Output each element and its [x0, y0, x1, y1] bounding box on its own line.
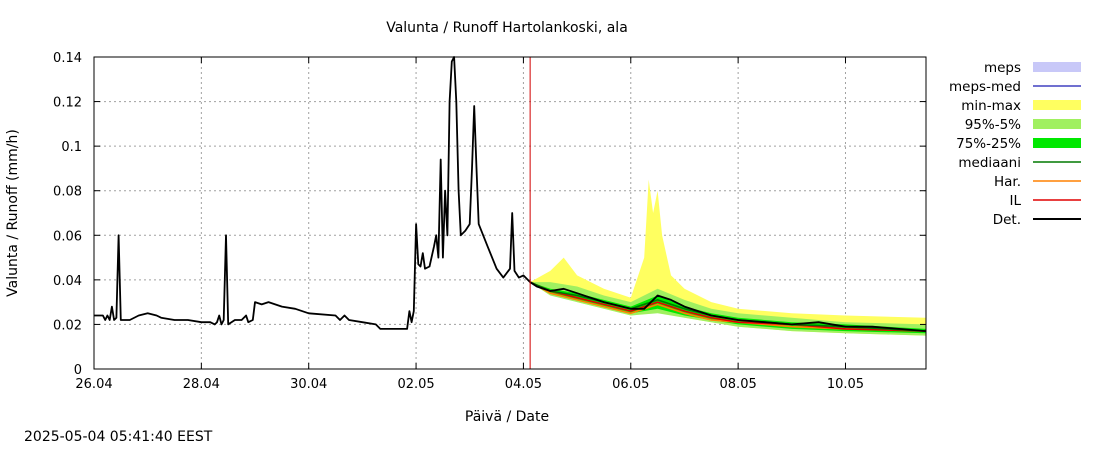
axis-ticks: 0 0.02 0.04 0.06 0.08 0.1 0.12 0.14 26.04 28.04 30… — [53, 51, 926, 392]
grid — [94, 57, 926, 369]
x-tick-label: 10.05 — [827, 377, 864, 392]
x-tick-label: 28.04 — [183, 377, 220, 392]
x-tick-label: 26.04 — [75, 377, 112, 392]
series-lines — [94, 56, 927, 332]
series-line-det — [94, 56, 927, 332]
legend-swatch — [1033, 138, 1081, 148]
legend-label: min-max — [961, 98, 1021, 114]
y-tick-label: 0.08 — [53, 185, 82, 200]
legend-swatch — [1033, 62, 1081, 72]
plot-frame — [93, 56, 927, 370]
legend-label: meps — [984, 60, 1021, 76]
x-tick-label: 02.05 — [397, 377, 434, 392]
legend-label: IL — [1009, 193, 1021, 209]
legend-swatch — [1033, 119, 1081, 129]
y-axis-label: Valunta / Runoff (mm/h) — [5, 129, 21, 297]
x-tick-label: 06.05 — [612, 377, 649, 392]
legend-label: Det. — [993, 212, 1021, 228]
band-95-5- — [530, 282, 926, 336]
legend: meps meps-med min-max 95%-5% 75%-25% mediaani… — [949, 60, 1081, 228]
series-line-har — [529, 281, 927, 332]
legend-label: 75%-25% — [956, 136, 1021, 152]
y-tick-label: 0.02 — [53, 318, 82, 333]
series-line-mediaani — [529, 281, 927, 332]
footer-timestamp: 2025-05-04 05:41:40 EEST — [24, 429, 213, 445]
legend-label: 95%-5% — [965, 117, 1021, 133]
forecast-bands — [530, 179, 926, 336]
x-tick-label: 30.04 — [290, 377, 327, 392]
y-tick-label: 0.04 — [53, 274, 82, 289]
legend-label: Har. — [994, 174, 1021, 190]
x-tick-label: 08.05 — [720, 377, 757, 392]
x-tick-label: 04.05 — [505, 377, 542, 392]
y-tick-label: 0.14 — [53, 51, 82, 66]
band-min-max — [530, 179, 926, 336]
y-tick-label: 0.1 — [61, 140, 82, 155]
y-tick-label: 0 — [74, 363, 82, 378]
legend-label: meps-med — [949, 79, 1021, 95]
y-tick-label: 0.12 — [53, 96, 82, 111]
x-axis-label: Päivä / Date — [465, 409, 549, 425]
legend-label: mediaani — [958, 155, 1021, 171]
y-tick-label: 0.06 — [53, 229, 82, 244]
legend-swatch — [1033, 100, 1081, 110]
chart-title: Valunta / Runoff Hartolankoski, ala — [386, 20, 628, 36]
